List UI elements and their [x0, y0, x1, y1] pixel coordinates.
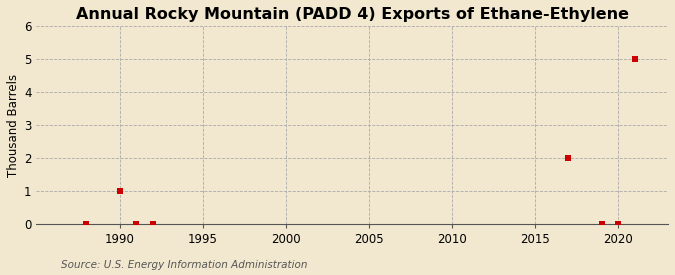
Point	[596, 222, 607, 226]
Point	[563, 156, 574, 160]
Point	[114, 189, 125, 193]
Title: Annual Rocky Mountain (PADD 4) Exports of Ethane-Ethylene: Annual Rocky Mountain (PADD 4) Exports o…	[76, 7, 629, 22]
Text: Source: U.S. Energy Information Administration: Source: U.S. Energy Information Administ…	[61, 260, 307, 270]
Point	[613, 222, 624, 226]
Point	[629, 57, 640, 61]
Y-axis label: Thousand Barrels: Thousand Barrels	[7, 73, 20, 177]
Point	[131, 222, 142, 226]
Point	[81, 222, 92, 226]
Point	[147, 222, 158, 226]
